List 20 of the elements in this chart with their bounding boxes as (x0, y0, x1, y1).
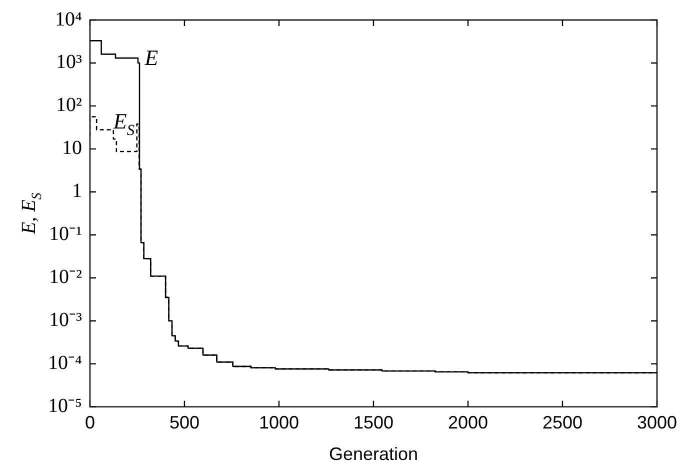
y-tick-label: 1 (72, 180, 82, 202)
x-axis-title: Generation (328, 444, 418, 464)
y-tick-label: 10⁻⁴ (48, 352, 82, 374)
x-tick-label: 1000 (258, 412, 300, 433)
x-tick-label: 500 (169, 412, 200, 433)
x-tick-label: 3000 (636, 412, 678, 433)
y-tick-label: 10⁻¹ (48, 223, 82, 246)
y-tick-label: 10⁻² (48, 266, 82, 288)
x-tick-label: 0 (84, 412, 95, 433)
x-tick-label: 2500 (542, 412, 583, 433)
y-tick-label: 10² (56, 94, 82, 116)
y-axis-title: E, ES (18, 192, 45, 236)
x-tick-label: 1500 (353, 412, 394, 433)
y-tick-label: 10⁻³ (48, 309, 82, 332)
annotation: E (144, 44, 159, 70)
y-tick-label: 10⁴ (54, 8, 82, 30)
y-tick-label: 10³ (56, 51, 82, 74)
y-tick-label: 10 (62, 137, 82, 160)
x-tick-label: 2000 (448, 412, 488, 433)
y-tick-label: 10⁻⁵ (48, 395, 82, 418)
